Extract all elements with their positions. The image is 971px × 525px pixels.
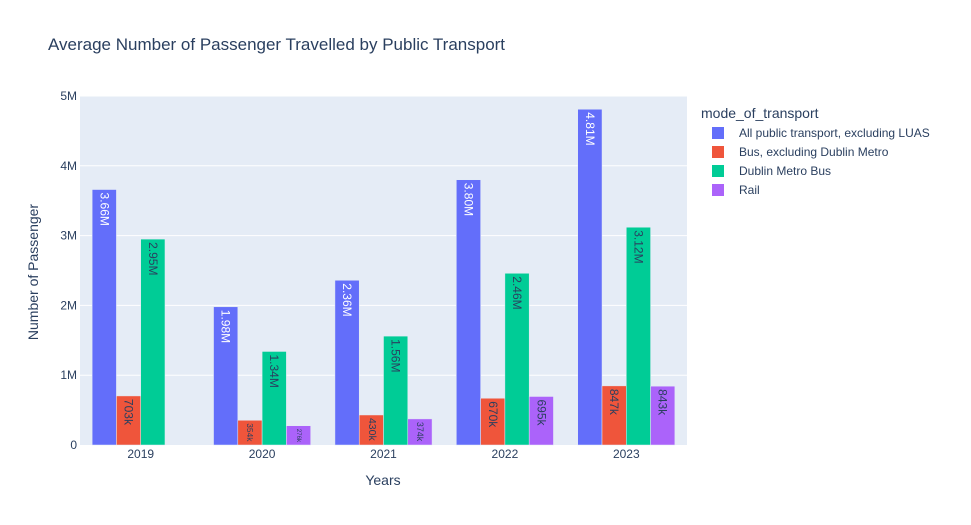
data-label: 2.36M [340, 283, 354, 316]
data-label: 1.34M [267, 354, 281, 387]
bar [261, 351, 287, 446]
data-label: 1.98M [219, 310, 233, 343]
data-label: 847k [607, 389, 621, 416]
legend-swatch [712, 146, 724, 158]
data-label: 1.56M [389, 339, 403, 372]
data-label: 3.66M [97, 193, 111, 226]
bar [91, 189, 117, 446]
data-label: 2.95M [146, 242, 160, 275]
bar [456, 179, 481, 446]
y-axis-title: Number of Passenger [25, 204, 41, 341]
bar [334, 280, 360, 446]
x-axis-title: Years [365, 472, 400, 488]
bar [577, 109, 603, 446]
y-tick-label: 4M [60, 159, 77, 173]
x-tick-label: 2020 [249, 447, 276, 461]
bar [383, 335, 409, 446]
data-label: 374k [415, 422, 425, 442]
y-tick-label: 0 [70, 438, 77, 452]
legend-item-label: Rail [739, 183, 760, 197]
legend-item-label: All public transport, excluding LUAS [739, 126, 930, 140]
legend-item-label: Bus, excluding Dublin Metro [739, 145, 889, 159]
data-label: 670k [486, 401, 500, 428]
x-tick-label: 2022 [492, 447, 519, 461]
data-label: 695k [534, 399, 548, 426]
chart-title: Average Number of Passenger Travelled by… [48, 35, 505, 54]
legend-swatch [712, 127, 724, 139]
bar [480, 397, 506, 446]
bar [116, 395, 141, 446]
bar [286, 425, 311, 446]
y-tick-label: 1M [60, 368, 77, 382]
legend-item-label: Dublin Metro Bus [739, 164, 831, 178]
plot-area: 0 1M 2M 3M 4M 5M 2019 3.66M 703k 2.95M 2020 1.98M 35… [60, 89, 687, 461]
bar [601, 385, 627, 446]
bar [407, 418, 433, 446]
data-label: 703k [122, 399, 136, 426]
legend-swatch [712, 184, 724, 196]
bar [504, 273, 530, 446]
bar [626, 226, 651, 446]
bar [140, 238, 166, 446]
data-label: 3.80M [461, 183, 475, 216]
legend: All public transport, excluding LUAS Bus,… [712, 126, 930, 197]
data-label: 276k [295, 429, 302, 443]
x-tick-label: 2021 [370, 447, 397, 461]
data-label: 843k [656, 389, 670, 416]
y-tick-label: 2M [60, 298, 77, 312]
bar [213, 306, 239, 446]
bar [650, 385, 676, 446]
bar [358, 414, 384, 446]
data-label: 4.81M [583, 112, 597, 145]
y-tick-label: 5M [60, 89, 77, 103]
y-tick-label: 3M [60, 229, 77, 243]
data-label: 430k [366, 418, 377, 441]
x-tick-label: 2019 [127, 447, 154, 461]
data-label: 2.46M [510, 276, 524, 309]
legend-title: mode_of_transport [701, 105, 819, 121]
x-tick-label: 2023 [613, 447, 640, 461]
legend-swatch [712, 165, 724, 177]
bar [528, 396, 554, 446]
data-label: 354k [245, 423, 255, 442]
data-label: 3.12M [631, 230, 645, 263]
